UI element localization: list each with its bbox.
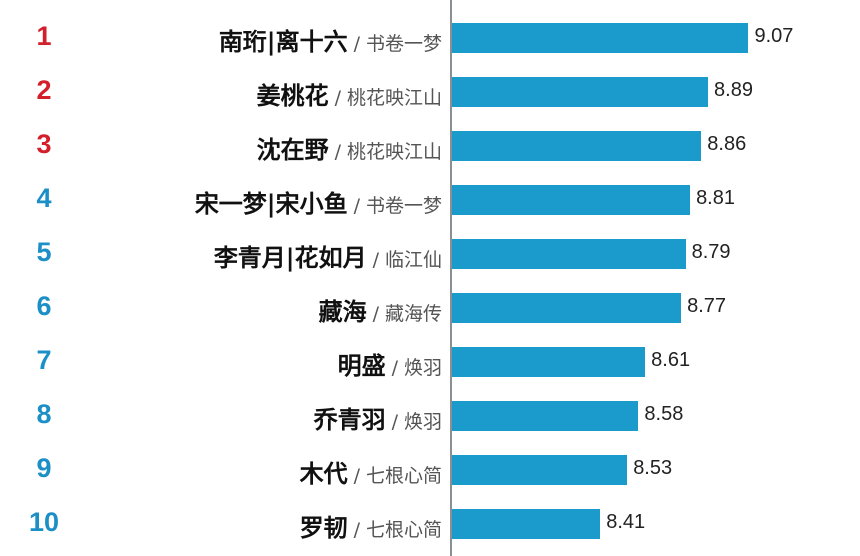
chart-row: 1 南珩|离十六 / 书卷一梦 9.07 — [0, 11, 860, 65]
drama-title: 焕羽 — [403, 357, 442, 379]
rank-number: 3 — [36, 129, 52, 159]
drama-title: 七根心简 — [365, 519, 442, 541]
bar — [452, 293, 682, 323]
category-label: 藏海 / 藏海传 — [319, 292, 442, 327]
character-name: 木代 — [299, 460, 348, 488]
rank-number: 4 — [36, 183, 52, 213]
chart-row: 10 罗韧 / 七根心简 8.41 — [0, 497, 860, 551]
chart-row: 9 木代 / 七根心简 8.53 — [0, 443, 860, 497]
separator: / — [353, 519, 360, 541]
data-label: 8.61 — [651, 349, 691, 371]
bar — [452, 455, 628, 485]
drama-title: 桃花映江山 — [346, 87, 442, 109]
separator: / — [391, 357, 398, 379]
drama-title: 临江仙 — [384, 249, 442, 271]
character-name: 藏海 — [318, 298, 367, 326]
drama-title: 七根心简 — [365, 465, 442, 487]
drama-title: 藏海传 — [384, 303, 442, 325]
character-name: 李青月|花如月 — [213, 244, 367, 272]
category-label: 姜桃花 / 桃花映江山 — [257, 76, 442, 111]
category-label: 木代 / 七根心简 — [300, 454, 442, 489]
separator: / — [372, 303, 379, 325]
chart-row: 4 宋一梦|宋小鱼 / 书卷一梦 8.81 — [0, 173, 860, 227]
separator: / — [334, 87, 341, 109]
data-label: 8.86 — [707, 133, 747, 155]
chart-row: 8 乔青羽 / 焕羽 8.58 — [0, 389, 860, 443]
character-name: 南珩|离十六 — [218, 28, 348, 56]
category-label: 李青月|花如月 / 临江仙 — [214, 238, 442, 273]
category-label: 沈在野 / 桃花映江山 — [257, 130, 442, 165]
character-name: 姜桃花 — [256, 82, 329, 110]
separator: / — [334, 141, 341, 163]
data-label: 9.07 — [754, 25, 794, 47]
separator: / — [353, 465, 360, 487]
drama-title: 书卷一梦 — [365, 195, 442, 217]
bar — [452, 347, 646, 377]
category-label: 南珩|离十六 / 书卷一梦 — [219, 22, 442, 57]
bar — [452, 401, 639, 431]
rank-number: 7 — [36, 345, 52, 375]
rank-number: 8 — [36, 399, 52, 429]
separator: / — [391, 411, 398, 433]
y-axis-line — [450, 0, 452, 556]
character-name: 明盛 — [337, 352, 386, 380]
rank-number: 6 — [36, 291, 52, 321]
character-name: 罗韧 — [299, 514, 348, 542]
data-label: 8.58 — [644, 403, 684, 425]
rank-number: 9 — [36, 453, 52, 483]
chart-row: 2 姜桃花 / 桃花映江山 8.89 — [0, 65, 860, 119]
character-name: 乔青羽 — [313, 406, 386, 434]
character-name: 沈在野 — [256, 136, 329, 164]
rank-number: 10 — [28, 507, 60, 537]
chart-row: 5 李青月|花如月 / 临江仙 8.79 — [0, 227, 860, 281]
data-label: 8.53 — [633, 457, 673, 479]
data-label: 8.81 — [696, 187, 735, 209]
data-label: 8.77 — [687, 295, 727, 317]
drama-title: 桃花映江山 — [346, 141, 442, 163]
drama-title: 焕羽 — [403, 411, 442, 433]
bar — [452, 185, 691, 215]
bar — [452, 509, 601, 539]
separator: / — [353, 33, 360, 55]
drama-title: 书卷一梦 — [365, 33, 442, 55]
category-label: 罗韧 / 七根心简 — [300, 508, 442, 543]
separator: / — [353, 195, 360, 217]
rank-number: 2 — [36, 75, 52, 105]
rank-number: 1 — [36, 21, 52, 51]
data-label: 8.89 — [714, 79, 753, 101]
chart-row: 3 沈在野 / 桃花映江山 8.86 — [0, 119, 860, 173]
category-label: 宋一梦|宋小鱼 / 书卷一梦 — [195, 184, 442, 219]
chart-row: 7 明盛 / 焕羽 8.61 — [0, 335, 860, 389]
character-name: 宋一梦|宋小鱼 — [194, 190, 348, 218]
category-label: 明盛 / 焕羽 — [338, 346, 442, 381]
category-label: 乔青羽 / 焕羽 — [314, 400, 442, 435]
bar — [452, 239, 686, 269]
chart-row: 6 藏海 / 藏海传 8.77 — [0, 281, 860, 335]
bar — [452, 23, 749, 53]
separator: / — [372, 249, 379, 271]
data-label: 8.79 — [691, 241, 731, 263]
data-label: 8.41 — [606, 511, 646, 533]
bar — [452, 131, 702, 161]
bar — [452, 77, 709, 107]
rank-number: 5 — [36, 237, 52, 267]
